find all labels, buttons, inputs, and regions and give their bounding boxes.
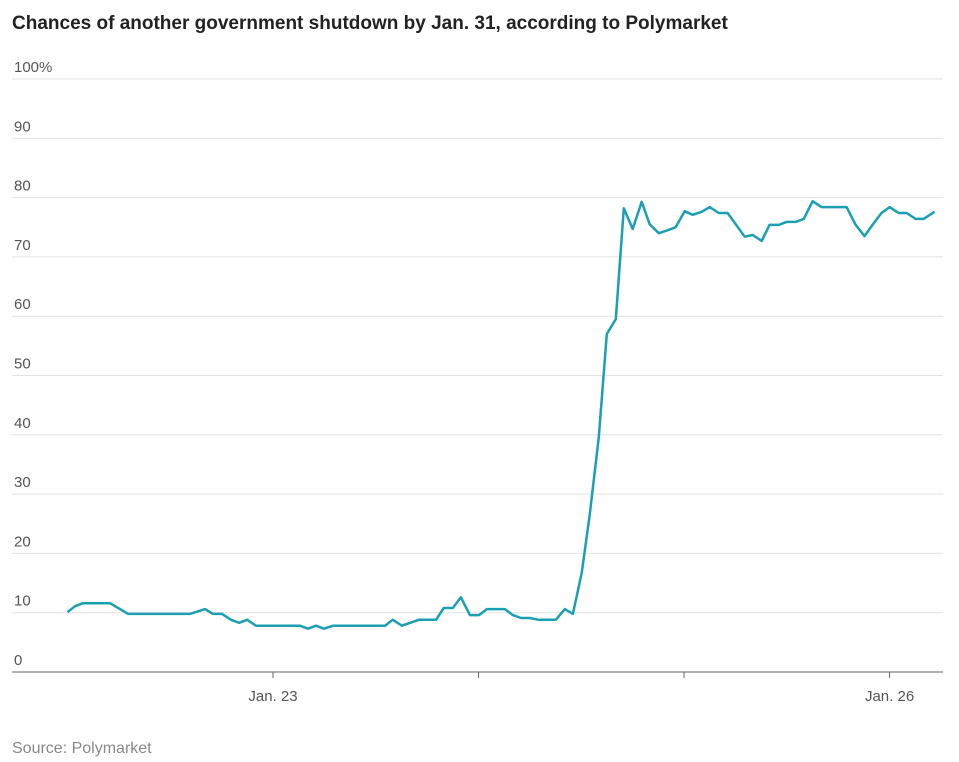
x-tick-label: Jan. 23 — [248, 688, 297, 705]
y-tick-label: 40 — [14, 415, 31, 432]
x-tick-label: Jan. 26 — [865, 688, 914, 705]
y-tick-label: 30 — [14, 474, 31, 491]
data-line — [66, 199, 936, 630]
source: Source: Polymarket — [12, 740, 152, 757]
y-tick-label: 100% — [14, 59, 52, 76]
y-tick-label: 10 — [14, 593, 31, 610]
y-tick-label: 80 — [14, 178, 31, 195]
y-tick-label: 60 — [14, 296, 31, 313]
y-tick-label: 50 — [14, 356, 31, 373]
chart-title: Chances of another government shutdown b… — [12, 13, 728, 34]
y-tick-label: 20 — [14, 533, 31, 550]
y-tick-label: 70 — [14, 237, 31, 254]
y-tick-label: 90 — [14, 118, 31, 135]
y-tick-label: 0 — [14, 652, 22, 669]
